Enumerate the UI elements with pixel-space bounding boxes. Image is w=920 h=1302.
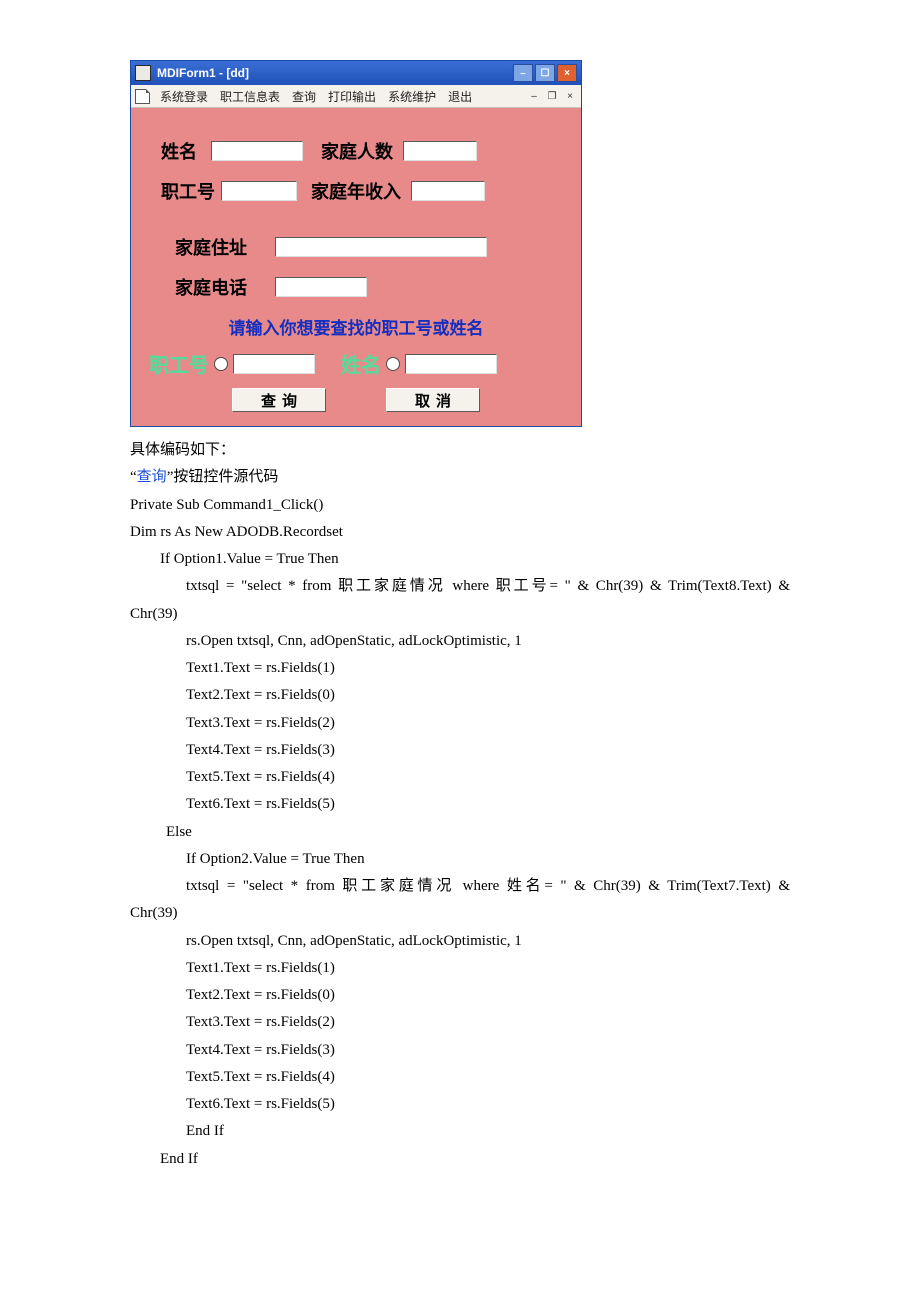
menu-query[interactable]: 查询 bbox=[292, 88, 316, 105]
input-family-income[interactable] bbox=[411, 181, 485, 201]
cancel-button[interactable]: 取消 bbox=[386, 388, 480, 412]
input-query-name[interactable] bbox=[405, 354, 497, 374]
app-icon bbox=[135, 65, 151, 81]
code-line: rs.Open txtsql, Cnn, adOpenStatic, adLoc… bbox=[130, 930, 790, 953]
input-family-addr[interactable] bbox=[275, 237, 487, 257]
code-line: Text6.Text = rs.Fields(5) bbox=[130, 1093, 790, 1116]
mdi-minimize-button[interactable]: – bbox=[527, 90, 541, 102]
para-intro: 具体编码如下： bbox=[130, 439, 790, 462]
search-button[interactable]: 查询 bbox=[232, 388, 326, 412]
radio-name[interactable] bbox=[386, 357, 400, 371]
code-line: Text2.Text = rs.Fields(0) bbox=[130, 684, 790, 707]
input-query-empno[interactable] bbox=[233, 354, 315, 374]
client-area: 姓名 家庭人数 职工号 家庭年收入 家庭住址 bbox=[131, 108, 581, 426]
code-line: Chr(39) bbox=[130, 902, 790, 925]
code-line: Text3.Text = rs.Fields(2) bbox=[130, 1011, 790, 1034]
code-line: Private Sub Command1_Click() bbox=[130, 494, 790, 517]
maximize-button[interactable]: ☐ bbox=[535, 64, 555, 82]
code-line: Text5.Text = rs.Fields(4) bbox=[130, 1066, 790, 1089]
code-line: rs.Open txtsql, Cnn, adOpenStatic, adLoc… bbox=[130, 630, 790, 653]
window-title: MDIForm1 - [dd] bbox=[157, 66, 513, 80]
titlebar[interactable]: MDIForm1 - [dd] – ☐ × bbox=[131, 61, 581, 85]
query-label-name: 姓名 bbox=[341, 349, 381, 378]
code-line: Text4.Text = rs.Fields(3) bbox=[130, 739, 790, 762]
label-family-addr: 家庭住址 bbox=[175, 234, 247, 260]
code-line: Text6.Text = rs.Fields(5) bbox=[130, 793, 790, 816]
menu-print[interactable]: 打印输出 bbox=[328, 88, 376, 105]
label-family-phone: 家庭电话 bbox=[175, 274, 247, 300]
code-line: End If bbox=[130, 1120, 790, 1143]
code-line: End If bbox=[130, 1148, 790, 1171]
code-line: Dim rs As New ADODB.Recordset bbox=[130, 521, 790, 544]
app-window: MDIForm1 - [dd] – ☐ × 系统登录 职工信息表 查询 打印输出… bbox=[130, 60, 582, 427]
input-family-phone[interactable] bbox=[275, 277, 367, 297]
menu-maintain[interactable]: 系统维护 bbox=[388, 88, 436, 105]
radio-empno[interactable] bbox=[214, 357, 228, 371]
menubar: 系统登录 职工信息表 查询 打印输出 系统维护 退出 – ❐ × bbox=[131, 85, 581, 108]
code-line: Else bbox=[130, 821, 790, 844]
input-name[interactable] bbox=[211, 141, 303, 161]
menu-empinfo[interactable]: 职工信息表 bbox=[220, 88, 280, 105]
mdi-close-button[interactable]: × bbox=[563, 90, 577, 102]
query-label-empno: 职工号 bbox=[149, 349, 209, 378]
para-caption: “查询”按钮控件源代码 bbox=[130, 466, 790, 489]
mdi-child-icon[interactable] bbox=[135, 89, 150, 104]
mdi-restore-button[interactable]: ❐ bbox=[545, 90, 559, 102]
label-family-count: 家庭人数 bbox=[321, 138, 393, 164]
code-line: txtsql = "select * from 职工家庭情况 where 职工号… bbox=[130, 575, 790, 598]
code-line: txtsql = "select * from 职工家庭情况 where 姓名=… bbox=[130, 875, 790, 898]
document-body: 具体编码如下： “查询”按钮控件源代码 Private Sub Command1… bbox=[130, 439, 790, 1171]
code-line: Text3.Text = rs.Fields(2) bbox=[130, 712, 790, 735]
code-line: Text1.Text = rs.Fields(1) bbox=[130, 957, 790, 980]
query-prompt: 请输入你想要查找的职工号或姓名 bbox=[155, 314, 557, 339]
input-family-count[interactable] bbox=[403, 141, 477, 161]
code-line: If Option2.Value = True Then bbox=[130, 848, 790, 871]
code-line: Text1.Text = rs.Fields(1) bbox=[130, 657, 790, 680]
code-line: Chr(39) bbox=[130, 603, 790, 626]
code-line: Text2.Text = rs.Fields(0) bbox=[130, 984, 790, 1007]
menu-exit[interactable]: 退出 bbox=[448, 88, 472, 105]
label-name: 姓名 bbox=[161, 138, 211, 164]
minimize-button[interactable]: – bbox=[513, 64, 533, 82]
input-empno[interactable] bbox=[221, 181, 297, 201]
menu-login[interactable]: 系统登录 bbox=[160, 88, 208, 105]
code-line: Text5.Text = rs.Fields(4) bbox=[130, 766, 790, 789]
link-query: 查询 bbox=[137, 469, 167, 485]
label-empno: 职工号 bbox=[161, 178, 221, 204]
code-line: If Option1.Value = True Then bbox=[130, 548, 790, 571]
code-line: Text4.Text = rs.Fields(3) bbox=[130, 1039, 790, 1062]
label-family-income: 家庭年收入 bbox=[311, 178, 401, 204]
close-button[interactable]: × bbox=[557, 64, 577, 82]
